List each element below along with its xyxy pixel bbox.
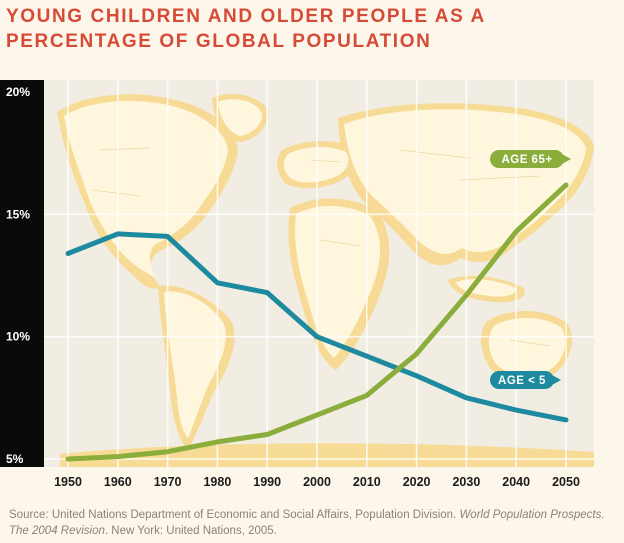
series-lines [65,182,569,462]
data-point-s0-2050 [565,419,567,421]
data-point-s1-1950 [67,458,69,460]
europe [283,146,349,183]
source-prefix: Source: United Nations Department of Eco… [9,509,460,521]
world-map-background [57,94,594,467]
x-tick-label-1990: 1990 [253,475,281,489]
data-point-s0-1990 [266,292,268,294]
y-axis-ticks: 5% 10% 15% 20% [6,85,30,466]
data-point-s1-2020 [416,353,418,355]
x-tick-label-1960: 1960 [104,475,132,489]
chart-title: YOUNG CHILDREN AND OLDER PEOPLE AS A PER… [6,6,486,52]
source-suffix: . New York: United Nations, 2005. [104,525,277,537]
x-tick-label-2040: 2040 [502,475,530,489]
data-point-s1-1960 [117,455,119,458]
data-point-s0-2030 [465,397,467,399]
data-point-s1-1970 [167,451,169,453]
data-point-s0-1960 [117,233,119,235]
series-label-text-1: AGE 65+ [501,154,552,166]
south-america [164,291,226,438]
x-tick-label-1970: 1970 [154,475,182,489]
australia [488,317,566,376]
x-tick-label-2020: 2020 [403,475,431,489]
data-point-s0-1980 [216,282,218,284]
north-america [64,101,228,278]
series-label-text-0: AGE < 5 [498,375,546,387]
data-point-s1-2050 [565,184,567,186]
data-point-s0-1950 [67,252,69,255]
data-point-s1-2010 [366,394,368,396]
asia [344,109,586,254]
y-tick-label-5: 5% [6,452,24,466]
x-axis-ticks: 1950 1960 1970 1980 1990 2000 2010 2020 2030 2040… [54,475,580,489]
series-label-pill-0 [490,371,554,389]
source-title: World Population Prospects. The 2004 Rev… [9,509,605,537]
data-point-s1-1990 [266,433,268,436]
y-tick-label-10: 10% [6,330,30,344]
data-point-s0-2000 [316,336,318,338]
data-point-s0-2020 [416,375,418,377]
data-point-s1-2000 [316,414,318,416]
grid-lines [44,80,594,467]
data-point-s0-2040 [515,409,517,411]
antarctica-glow [60,443,594,467]
series-labels: AGE < 5 AGE 65+ [490,150,571,389]
series-label-pill-1 [490,150,564,168]
data-point-s1-2040 [515,230,517,233]
data-point-s1-1980 [216,441,218,443]
data-point-s1-2030 [465,294,467,296]
x-tick-label-2000: 2000 [303,475,331,489]
series-label-pointer-1 [562,154,571,164]
data-point-s0-2010 [366,355,368,357]
x-tick-label-2030: 2030 [452,475,480,489]
series-label-pointer-0 [552,375,561,385]
data-point-s0-1970 [167,235,169,237]
x-tick-label-1950: 1950 [54,475,82,489]
x-tick-label-1980: 1980 [203,475,231,489]
source-note: Source: United Nations Department of Eco… [9,507,609,539]
greenland [218,99,262,136]
y-axis-band [0,80,44,467]
x-tick-label-2050: 2050 [552,475,580,489]
series-label-0: AGE < 5 [490,371,561,389]
y-tick-label-15: 15% [6,207,30,221]
x-tick-label-2010: 2010 [353,475,381,489]
series-label-1: AGE 65+ [490,150,571,168]
y-tick-label-20: 20% [6,85,30,99]
